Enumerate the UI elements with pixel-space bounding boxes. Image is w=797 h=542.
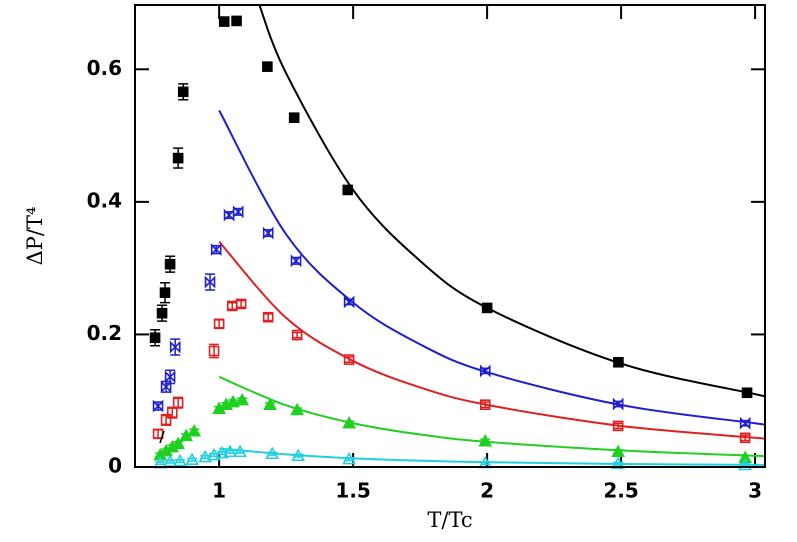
marker	[291, 448, 306, 462]
marker	[226, 394, 240, 408]
marker	[231, 15, 242, 27]
y-tick-label: 0.4	[87, 188, 122, 212]
marker	[204, 275, 216, 289]
y-axis-label: ΔP/T⁴	[23, 207, 47, 266]
x-tick-label: 3	[748, 479, 762, 503]
marker	[218, 16, 230, 27]
marker	[290, 402, 304, 416]
x-tick-label: 1	[212, 479, 226, 503]
error-bar	[344, 356, 355, 364]
marker	[208, 345, 220, 357]
marker	[171, 436, 185, 450]
error-bar	[740, 434, 751, 442]
marker	[741, 387, 753, 399]
marker	[342, 184, 354, 196]
marker	[207, 447, 221, 461]
marker	[223, 444, 237, 458]
marker	[479, 399, 491, 410]
marker	[198, 449, 213, 463]
marker	[343, 295, 355, 309]
marker	[164, 258, 176, 270]
marker	[481, 302, 493, 314]
fit-curve	[218, 109, 765, 426]
marker	[479, 364, 491, 378]
y-tick-label: 0	[108, 454, 122, 478]
marker	[210, 243, 222, 257]
marker	[342, 451, 356, 465]
y-tick-label: 0.6	[87, 56, 122, 80]
marker	[613, 356, 624, 368]
marker	[739, 416, 751, 430]
marker	[160, 414, 172, 426]
marker	[478, 433, 493, 447]
marker	[213, 318, 225, 330]
error-bar	[161, 413, 172, 426]
x-axis-label: T/Tc	[427, 508, 472, 532]
marker	[739, 432, 751, 444]
marker	[262, 61, 273, 72]
marker	[611, 456, 626, 469]
marker	[233, 444, 247, 458]
marker	[235, 298, 247, 310]
marker	[290, 254, 302, 268]
marker	[172, 152, 184, 164]
marker	[232, 205, 244, 219]
marker	[235, 392, 250, 406]
marker	[166, 407, 178, 418]
error-bar	[236, 299, 247, 309]
marker	[288, 112, 300, 123]
marker	[152, 399, 164, 413]
fit-curve	[218, 240, 765, 440]
marker	[159, 287, 171, 298]
marker	[172, 397, 184, 409]
plot-frame	[134, 4, 766, 468]
error-bar	[480, 401, 491, 409]
error-bar	[613, 422, 624, 430]
stray-mark	[159, 430, 165, 444]
marker	[156, 307, 168, 319]
marker	[738, 450, 753, 464]
marker	[265, 446, 280, 460]
x-tick-label: 1.5	[335, 479, 370, 503]
marker	[173, 453, 187, 467]
x-tick-label: 2	[480, 479, 494, 503]
marker	[215, 445, 229, 459]
marker	[169, 340, 181, 354]
marker	[263, 397, 277, 410]
marker	[342, 416, 356, 429]
marker	[291, 329, 303, 341]
marker	[164, 370, 176, 384]
marker	[262, 311, 274, 323]
error-bar	[227, 301, 238, 310]
marker	[612, 420, 624, 432]
plot-layer: 1 1.5 2 2.5 3 0 0.2 0.4 0.6	[87, 5, 765, 503]
marker	[149, 332, 161, 344]
fit-curve	[258, 5, 765, 398]
marker	[187, 424, 202, 437]
error-bar	[292, 331, 303, 339]
error-bar	[263, 313, 274, 322]
marker	[611, 444, 626, 458]
y-tick-label: 0.2	[87, 321, 122, 345]
marker	[262, 226, 274, 240]
marker	[738, 457, 753, 471]
marker	[612, 397, 624, 411]
marker	[343, 354, 355, 365]
error-bar	[173, 396, 184, 409]
marker	[185, 452, 199, 466]
marker	[177, 86, 189, 98]
x-tick-label: 2.5	[603, 479, 638, 503]
